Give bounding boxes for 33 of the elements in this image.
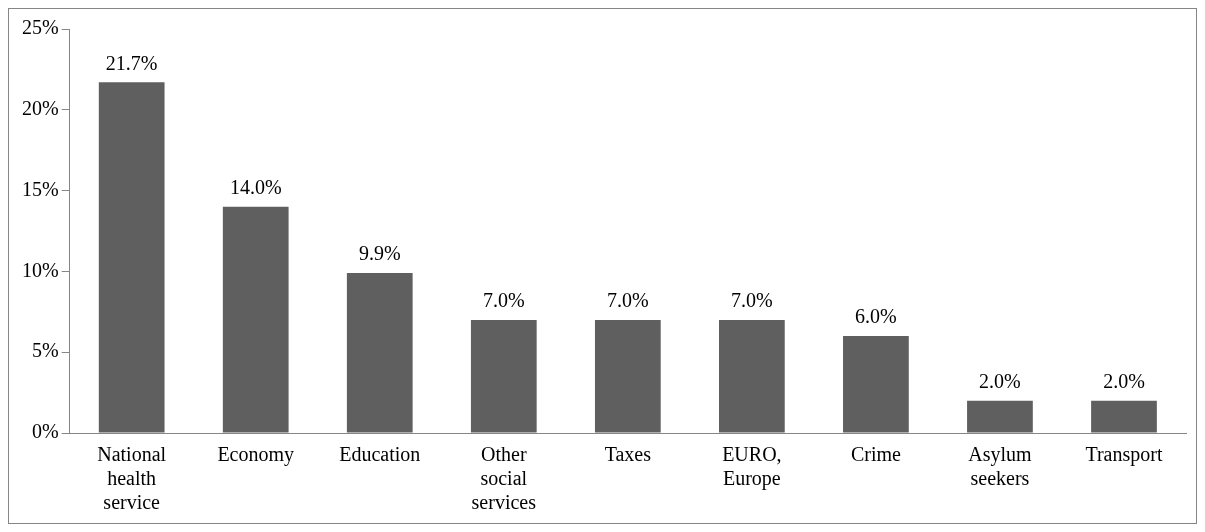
data-label: 7.0% — [606, 289, 649, 312]
bar — [967, 400, 1033, 433]
bar — [222, 206, 289, 433]
x-tick-label: Crime — [850, 443, 902, 466]
y-tick-label: 10% — [21, 258, 59, 281]
bar — [346, 273, 413, 433]
bar — [843, 336, 909, 433]
data-label: 2.0% — [979, 369, 1021, 392]
bar — [594, 319, 661, 433]
x-tick-label: Transport — [1085, 443, 1163, 467]
data-label: 2.0% — [1103, 369, 1145, 392]
data-label: 7.0% — [731, 289, 773, 312]
bar — [719, 319, 785, 433]
y-tick-label: 0% — [31, 420, 59, 443]
y-tick-label: 25% — [21, 16, 59, 39]
x-tick-label: Taxes — [604, 443, 652, 466]
data-label: 14.0% — [229, 176, 282, 199]
data-label: 21.7% — [105, 51, 158, 74]
bar — [1091, 400, 1157, 433]
y-tick-label: 15% — [21, 177, 59, 200]
data-label: 7.0% — [482, 289, 525, 312]
x-tick-label: EURO, Europe — [722, 443, 782, 491]
y-tick-label: 5% — [31, 339, 59, 362]
bar — [470, 319, 537, 433]
x-tick-label: Other social services — [471, 443, 537, 514]
x-tick-label: Asylum seekers — [968, 443, 1033, 490]
y-tick-label: 20% — [21, 97, 59, 120]
x-tick-label: Economy — [217, 443, 295, 467]
x-tick-label: National health service — [97, 443, 167, 514]
x-tick-label: Education — [339, 443, 421, 466]
bar — [98, 82, 165, 433]
data-label: 9.9% — [358, 242, 401, 265]
data-label: 6.0% — [855, 305, 897, 328]
